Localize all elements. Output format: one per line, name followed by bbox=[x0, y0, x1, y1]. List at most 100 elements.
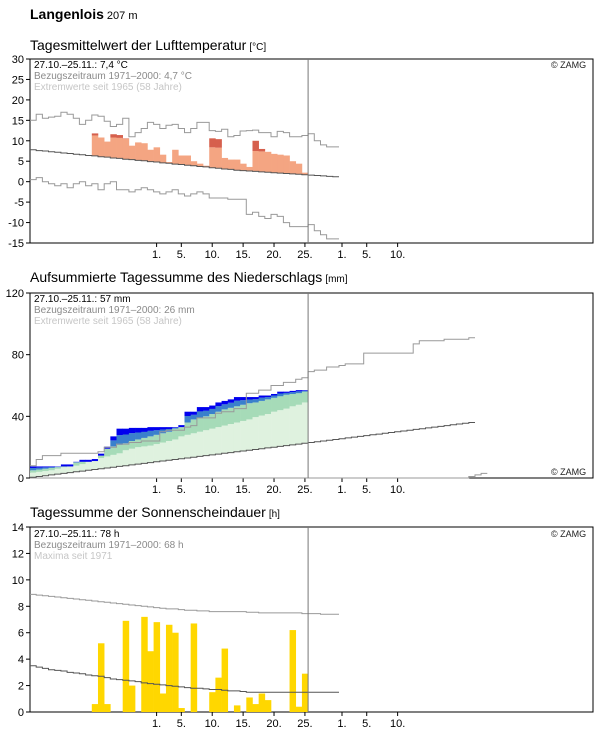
temperature-bar bbox=[178, 155, 185, 165]
precipitation-excess bbox=[271, 395, 278, 398]
precipitation-band-low bbox=[91, 459, 99, 470]
sunshine-ytick-label: 0 bbox=[18, 707, 24, 719]
precipitation-band-low bbox=[30, 472, 37, 478]
precipitation-actual bbox=[153, 427, 161, 431]
temperature-xtick-label: 5. bbox=[177, 249, 186, 261]
precipitation-band-mid bbox=[172, 428, 179, 440]
precipitation-band-low bbox=[258, 415, 266, 449]
temperature-xtick-label: 20. bbox=[266, 249, 281, 261]
precipitation-band-mid bbox=[289, 393, 297, 407]
sunshine-ytick-label: 12 bbox=[12, 548, 24, 560]
precipitation-actual bbox=[42, 466, 49, 468]
precipitation-actual bbox=[283, 391, 290, 393]
precipitation-band-mid bbox=[60, 466, 68, 468]
temperature-ytick-label: 5 bbox=[18, 156, 24, 168]
temperature-bar bbox=[91, 135, 99, 156]
precipitation-excess bbox=[122, 434, 130, 444]
sunshine-xtick-label: 25. bbox=[297, 718, 312, 729]
temperature-ytick-label: 30 bbox=[12, 54, 24, 66]
precipitation-excess bbox=[289, 392, 297, 394]
precipitation-band-mid bbox=[258, 400, 266, 416]
precipitation-xtick-label: 20. bbox=[266, 484, 281, 496]
precipitation-band-low bbox=[215, 427, 222, 455]
sunshine-bar bbox=[221, 648, 229, 712]
sunshine-chart: 0 2 4 6 8 10 12 14 1. 5. 10. 15. 20. 25. 1. 5. 10. bbox=[12, 522, 594, 729]
temperature-max-line bbox=[30, 111, 339, 148]
precipitation-excess bbox=[42, 467, 49, 469]
precipitation-excess bbox=[184, 416, 191, 423]
precipitation-actual bbox=[135, 427, 142, 433]
precipitation-excess bbox=[209, 408, 216, 415]
precipitation-band-mid bbox=[141, 437, 148, 447]
sunshine-info: 27.10.–25.11.: 78 h Bezugszeitraum 1971–… bbox=[34, 529, 184, 562]
precipitation-band-mid bbox=[73, 462, 80, 466]
temperature-bar bbox=[128, 145, 136, 160]
precipitation-actual bbox=[221, 400, 229, 405]
precipitation-title: Aufsummierte Tagessumme des Niederschlag… bbox=[30, 269, 348, 285]
sunshine-ytick-label: 2 bbox=[18, 681, 24, 693]
temperature-info-period: 27.10.–25.11.: 7,4 °C bbox=[34, 60, 128, 71]
temperature-bar-strong bbox=[209, 138, 216, 148]
precipitation-band-low bbox=[190, 433, 198, 458]
precipitation-excess bbox=[221, 404, 229, 410]
sunshine-xtick-label: 10. bbox=[390, 718, 405, 729]
temperature-chart: -15 -10 -5 0 5 10 15 20 25 30 1. 5. 10. 15. 20. 25. 1. 5.… bbox=[8, 54, 594, 261]
precipitation-actual bbox=[215, 402, 222, 407]
precipitation-excess bbox=[240, 400, 247, 405]
precipitation-actual bbox=[159, 427, 167, 430]
precipitation-excess bbox=[227, 402, 235, 408]
precipitation-excess bbox=[215, 406, 222, 412]
sunshine-bar bbox=[153, 622, 161, 712]
precipitation-band-low bbox=[209, 428, 216, 455]
precipitation-band-low bbox=[233, 422, 241, 452]
precipitation-band-mid bbox=[128, 441, 136, 449]
precipitation-xtick-label: 25. bbox=[297, 484, 312, 496]
precipitation-band-low bbox=[128, 448, 136, 465]
temperature-bar bbox=[135, 142, 142, 161]
precipitation-excess bbox=[36, 467, 43, 470]
precipitation-band-mid bbox=[30, 470, 37, 473]
precipitation-excess bbox=[110, 440, 117, 447]
precipitation-ytick-label: 0 bbox=[18, 473, 24, 485]
temperature-bar bbox=[264, 151, 272, 173]
precipitation-actual bbox=[165, 427, 173, 429]
precipitation-band-low bbox=[221, 425, 229, 454]
precipitation-xtick-label: 10. bbox=[390, 484, 405, 496]
sunshine-unit: [h] bbox=[268, 509, 280, 520]
sunshine-bar bbox=[190, 623, 198, 712]
temperature-bar bbox=[116, 137, 123, 159]
precipitation-actual bbox=[295, 390, 303, 392]
precipitation-band-mid bbox=[203, 416, 210, 431]
precipitation-excess bbox=[252, 399, 259, 403]
station-header: Langenlois 207 m bbox=[30, 6, 137, 22]
temperature-bar bbox=[289, 161, 297, 174]
precipitation-band-low bbox=[252, 417, 259, 450]
precipitation-actual bbox=[277, 391, 284, 394]
sunshine-ytick-label: 10 bbox=[12, 575, 24, 587]
precipitation-band-mid bbox=[283, 394, 290, 409]
precipitation-actual bbox=[172, 427, 179, 428]
temperature-ytick-label: 0 bbox=[18, 177, 24, 189]
temperature-bar bbox=[246, 166, 253, 172]
precipitation-xtick-label: 10. bbox=[205, 484, 220, 496]
temperature-ytick-label: -15 bbox=[8, 238, 24, 250]
precipitation-excess bbox=[128, 433, 136, 441]
precipitation-band-low bbox=[79, 464, 86, 472]
precipitation-band-low bbox=[122, 450, 130, 466]
temperature-bar bbox=[203, 165, 210, 167]
precipitation-actual bbox=[79, 459, 86, 462]
temperature-ytick-label: 10 bbox=[12, 136, 24, 148]
precipitation-band-low bbox=[295, 404, 303, 445]
precipitation-band-mid bbox=[209, 414, 216, 429]
precipitation-band-low bbox=[153, 444, 161, 462]
sunshine-bar bbox=[252, 704, 259, 712]
temperature-normal-line bbox=[30, 149, 339, 178]
precipitation-actual bbox=[67, 464, 74, 467]
sunshine-title: Tagessumme der Sonnenscheindauer [h] bbox=[30, 504, 280, 520]
precipitation-band-mid bbox=[36, 469, 43, 472]
sunshine-bar bbox=[165, 624, 173, 712]
precipitation-excess bbox=[196, 411, 204, 418]
precipitation-band-mid bbox=[110, 446, 117, 455]
sunshine-ytick-label: 8 bbox=[18, 601, 24, 613]
